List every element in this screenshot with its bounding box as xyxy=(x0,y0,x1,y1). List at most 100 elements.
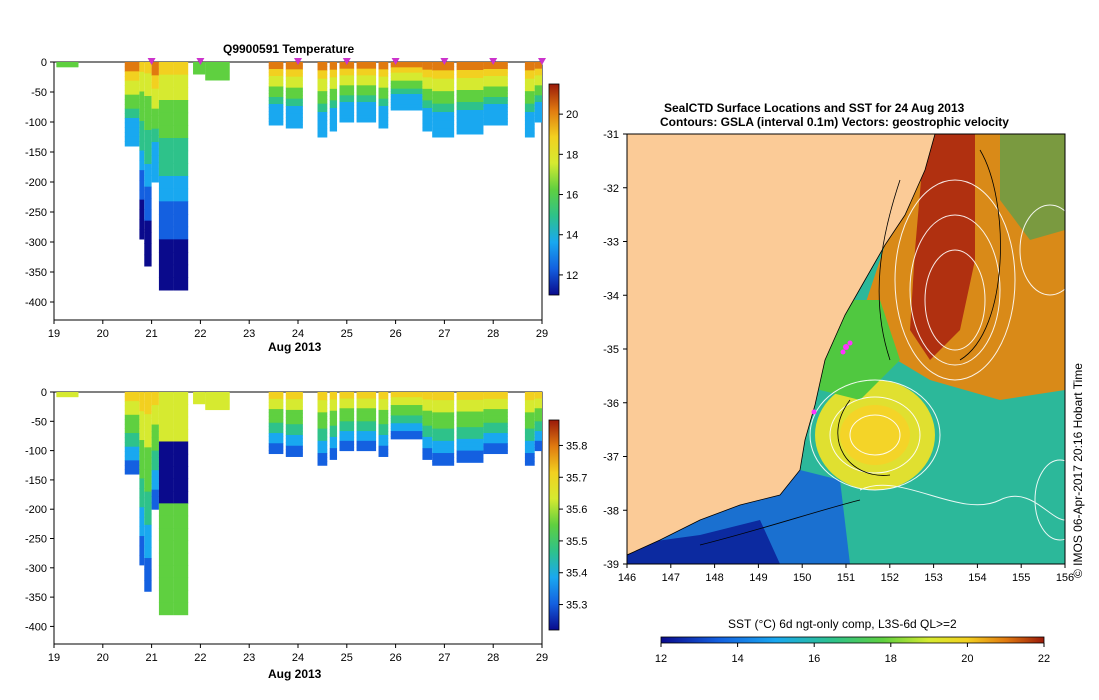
profile-cell xyxy=(173,226,189,240)
profile-cell xyxy=(524,428,535,434)
profile-cell xyxy=(378,399,389,404)
profile-cell xyxy=(339,105,355,110)
profile-cell xyxy=(356,398,377,403)
profile-cell xyxy=(151,162,159,170)
profile-cell xyxy=(151,148,159,156)
x-tick-label: 21 xyxy=(145,652,157,664)
profile-cell xyxy=(144,254,152,267)
profile-cell xyxy=(339,118,355,123)
profile-cell xyxy=(329,115,338,120)
profile-cell xyxy=(339,392,355,396)
profile-cell xyxy=(524,112,535,117)
profile-cell xyxy=(151,175,159,183)
profile-cell xyxy=(524,87,535,92)
profile-cell xyxy=(390,64,423,68)
profile-cell xyxy=(158,441,174,455)
profile-cell xyxy=(139,160,145,171)
profile-cell xyxy=(378,409,389,414)
profile-cell xyxy=(378,62,389,67)
profile-cell xyxy=(390,392,423,396)
profile-cell xyxy=(173,125,189,139)
profile-cell xyxy=(432,128,455,134)
profile-cell xyxy=(144,84,152,97)
profile-cell xyxy=(151,115,159,123)
profile-cell xyxy=(144,524,152,537)
profile-cell xyxy=(422,92,433,97)
profile-cell xyxy=(193,66,206,68)
profile-cell xyxy=(432,396,455,401)
profile-cell xyxy=(378,442,389,447)
profile-cell xyxy=(483,111,508,115)
cool-region-ne xyxy=(1000,134,1065,240)
profile-cell xyxy=(144,243,152,256)
colorbar-tick-label: 35.8 xyxy=(566,440,587,452)
profile-cell xyxy=(422,444,433,449)
profile-cell xyxy=(144,535,152,548)
profile-cell xyxy=(456,70,484,75)
profile-cell xyxy=(151,424,159,432)
profile-cell xyxy=(339,444,355,448)
profile-cell xyxy=(390,96,423,100)
profile-cell xyxy=(144,152,152,165)
profile-cell xyxy=(422,455,433,460)
profile-cell xyxy=(158,392,174,405)
profile-cell xyxy=(483,65,508,70)
profile-cell xyxy=(390,423,423,427)
profile-cell xyxy=(158,466,174,480)
profile-cell xyxy=(378,69,389,74)
profile-cell xyxy=(339,95,355,100)
profile-cell xyxy=(173,277,189,291)
profile-cell xyxy=(173,540,189,554)
profile-cell xyxy=(329,73,338,78)
x-tick-label: 21 xyxy=(145,328,157,340)
profile-cell xyxy=(317,78,328,84)
profile-cell xyxy=(483,439,508,444)
profile-cell xyxy=(534,411,542,416)
profile-cell xyxy=(432,448,455,454)
colorbar-tick-label: 35.4 xyxy=(566,568,587,580)
profile-cell xyxy=(205,402,230,405)
y-tick-label: -200 xyxy=(25,504,47,516)
profile-cell xyxy=(534,85,542,90)
profile-cell xyxy=(139,420,145,431)
profile-cell xyxy=(339,78,355,83)
profile-cell xyxy=(158,602,174,616)
profile-cell xyxy=(422,440,433,445)
profile-cell xyxy=(432,392,455,397)
profile-cell xyxy=(205,73,230,75)
profile-cell xyxy=(534,440,542,445)
profile-cell xyxy=(151,489,159,497)
profile-cell xyxy=(205,79,230,81)
profile-cell xyxy=(124,62,140,68)
profile-cell xyxy=(483,83,508,87)
profile-cell xyxy=(317,424,328,430)
profile-cell xyxy=(205,76,230,78)
y-tick-label: 0 xyxy=(41,57,47,69)
profile-cell xyxy=(285,392,303,397)
profile-cell xyxy=(390,88,423,92)
profile-cell xyxy=(378,431,389,436)
profile-cell xyxy=(144,469,152,482)
profile-cell xyxy=(268,114,284,119)
warm-core-region xyxy=(910,134,975,360)
salinity-colorbar xyxy=(548,419,560,631)
profile-cell xyxy=(356,105,377,110)
profile-cell xyxy=(356,444,377,448)
profile-cell xyxy=(524,95,535,100)
profile-cell xyxy=(317,453,328,458)
profile-cell xyxy=(205,77,230,79)
map-y-tick-label: -35 xyxy=(603,344,619,356)
profile-cell xyxy=(422,119,433,124)
profile-cell xyxy=(422,406,433,412)
profile-cell xyxy=(432,132,455,138)
profile-cell xyxy=(285,395,303,400)
map-x-tick-label: 153 xyxy=(924,572,942,584)
profile-cell xyxy=(378,417,389,422)
profile-cell xyxy=(524,70,535,75)
map-x-tick-label: 147 xyxy=(662,572,680,584)
profile-cell xyxy=(317,66,328,71)
profile-cell xyxy=(329,104,338,109)
profile-cell xyxy=(268,72,284,77)
profile-cell xyxy=(193,72,206,74)
profile-cell xyxy=(193,67,206,69)
